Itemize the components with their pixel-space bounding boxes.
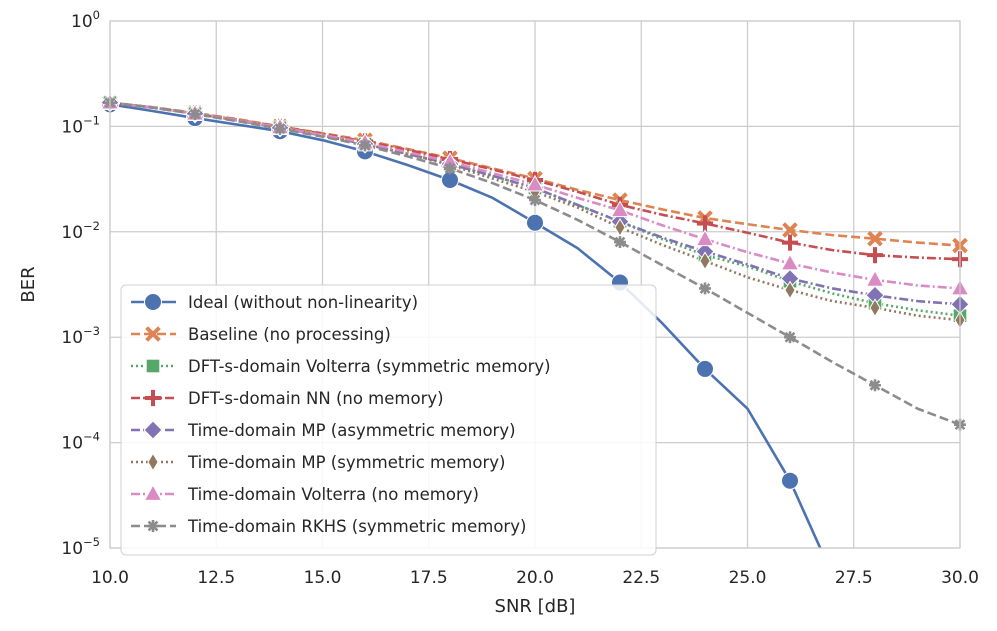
legend-label: Time-domain MP (symmetric memory) xyxy=(187,453,505,472)
legend-item: Baseline (no processing) xyxy=(131,325,391,344)
data-point xyxy=(614,236,626,248)
legend: Ideal (without non-linearity) Baseline (n… xyxy=(120,284,657,556)
data-point xyxy=(699,282,711,295)
legend-label: Time-domain MP (asymmetric memory) xyxy=(187,421,516,440)
data-point xyxy=(189,108,201,120)
legend-marker xyxy=(147,520,159,532)
x-tick-label: 15.0 xyxy=(304,568,342,588)
y-tick-label: 10−1 xyxy=(61,113,100,137)
x-tick-labels: 10.0 12.5 15.0 17.5 20.0 22.5 25.0 27.5 30.0 xyxy=(91,568,979,588)
legend-item: DFT-s-domain NN (no memory) xyxy=(131,389,444,408)
x-tick-label: 30.0 xyxy=(941,568,979,588)
data-point xyxy=(866,247,884,264)
legend-marker xyxy=(145,358,161,374)
y-tick-label: 10−5 xyxy=(61,535,100,559)
y-tick-label: 10−3 xyxy=(61,324,100,348)
series-line xyxy=(110,103,822,548)
y-tick-label: 100 xyxy=(71,8,100,32)
legend-item: Time-domain RKHS (symmetric memory) xyxy=(131,517,526,536)
data-point xyxy=(359,139,371,152)
legend-marker xyxy=(143,484,163,501)
data-point xyxy=(274,122,286,135)
legend-marker xyxy=(144,293,162,311)
x-tick-label: 25.0 xyxy=(729,568,767,588)
y-tick-label: 10−2 xyxy=(61,219,100,243)
x-axis-label: SNR [dB] xyxy=(495,596,576,617)
legend-label: Time-domain Volterra (no memory) xyxy=(187,485,479,504)
legend-box xyxy=(120,284,657,556)
legend-item: Time-domain MP (symmetric memory) xyxy=(131,452,505,472)
data-point xyxy=(699,251,711,271)
x-tick-label: 12.5 xyxy=(197,568,235,588)
data-point xyxy=(781,471,799,490)
data-point xyxy=(610,200,630,218)
data-point xyxy=(529,194,541,207)
data-point xyxy=(781,234,799,251)
legend-marker xyxy=(147,452,159,472)
legend-label: DFT-s-domain Volterra (symmetric memory) xyxy=(188,357,551,376)
y-tick-label: 10−4 xyxy=(61,430,100,454)
legend-item: Ideal (without non-linearity) xyxy=(131,293,418,312)
data-point xyxy=(784,331,796,344)
legend-item: DFT-s-domain Volterra (symmetric memory) xyxy=(131,357,551,376)
data-point xyxy=(695,229,715,247)
data-point xyxy=(444,162,456,175)
data-point xyxy=(696,215,714,232)
data-point xyxy=(865,269,885,287)
y-axis-label: BER xyxy=(18,266,39,302)
data-point xyxy=(525,174,545,192)
series-line xyxy=(110,101,960,317)
data-point xyxy=(867,230,883,247)
legend-label: Baseline (no processing) xyxy=(188,325,391,344)
series-markers xyxy=(100,92,970,490)
legend-label: Ideal (without non-linearity) xyxy=(188,293,418,312)
y-tick-labels: 100 10−1 10−2 10−3 10−4 10−5 xyxy=(61,8,100,559)
legend-label: Time-domain RKHS (symmetric memory) xyxy=(187,517,526,536)
x-tick-label: 22.5 xyxy=(622,568,660,588)
data-point xyxy=(526,213,544,232)
x-tick-label: 17.5 xyxy=(410,568,448,588)
x-tick-label: 27.5 xyxy=(835,568,873,588)
data-point xyxy=(784,280,796,300)
legend-item: Time-domain MP (asymmetric memory) xyxy=(131,420,516,440)
data-point xyxy=(614,217,626,237)
x-tick-label: 20.0 xyxy=(516,568,554,588)
data-point xyxy=(696,359,714,378)
data-point xyxy=(782,222,798,238)
legend-label: DFT-s-domain NN (no memory) xyxy=(188,389,444,408)
legend-marker xyxy=(143,420,163,440)
legend-item: Time-domain Volterra (no memory) xyxy=(131,484,479,504)
x-tick-label: 10.0 xyxy=(91,568,129,588)
data-point xyxy=(869,379,881,392)
data-point xyxy=(780,253,800,271)
legend-marker xyxy=(144,389,162,407)
data-point xyxy=(869,298,881,318)
legend-marker xyxy=(145,326,161,342)
